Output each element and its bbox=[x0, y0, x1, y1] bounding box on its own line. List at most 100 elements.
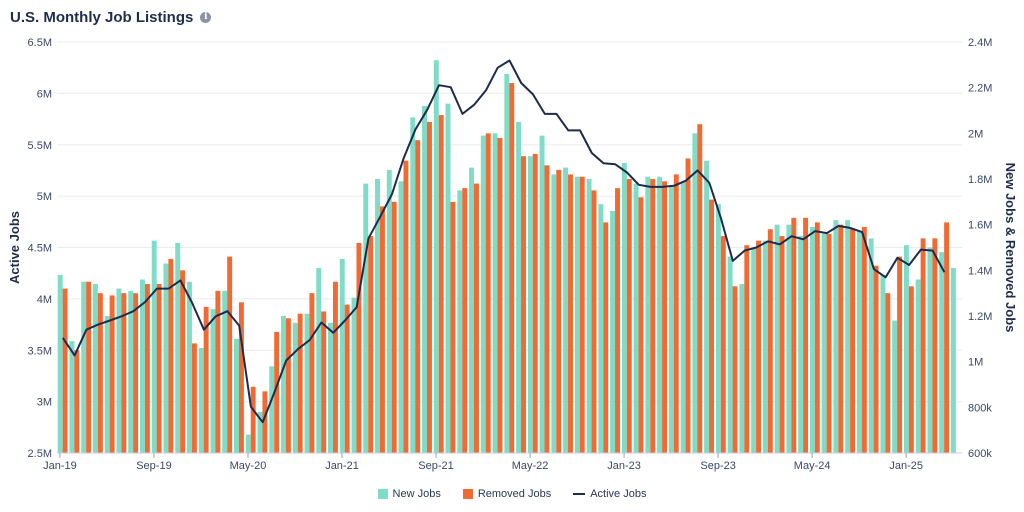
x-tick-label: Jan-19 bbox=[43, 460, 77, 472]
new-jobs-bar bbox=[234, 338, 239, 453]
removed-jobs-bar bbox=[368, 236, 374, 453]
removed-jobs-bar bbox=[74, 350, 80, 453]
removed-jobs-bar bbox=[532, 153, 538, 453]
removed-jobs-bar bbox=[803, 217, 809, 453]
removed-jobs-bar bbox=[238, 302, 244, 453]
removed-jobs-bar bbox=[826, 233, 832, 453]
new-jobs-bar bbox=[504, 73, 510, 453]
removed-jobs-bar bbox=[791, 217, 797, 453]
new-jobs-bar bbox=[950, 268, 956, 453]
new-jobs-bar bbox=[492, 133, 498, 454]
new-jobs-bar bbox=[798, 236, 804, 453]
removed-jobs-bar bbox=[180, 270, 186, 453]
removed-jobs-bar bbox=[215, 290, 221, 453]
right-tick-label: 1.6M bbox=[968, 220, 992, 232]
removed-jobs-bar bbox=[497, 137, 503, 453]
new-jobs-bar bbox=[892, 320, 898, 453]
new-jobs-bar bbox=[304, 313, 310, 453]
legend-item-active-jobs[interactable]: Active Jobs bbox=[573, 488, 646, 500]
new-jobs-bar bbox=[104, 316, 110, 453]
new-jobs-bar bbox=[292, 322, 298, 453]
legend-item-new-jobs[interactable]: New Jobs bbox=[377, 488, 441, 500]
removed-jobs-bar bbox=[838, 224, 844, 453]
removed-jobs-bar bbox=[86, 281, 92, 453]
new-jobs-bar bbox=[845, 220, 851, 453]
legend-label-new-jobs: New Jobs bbox=[392, 488, 441, 500]
x-tick-label: May-20 bbox=[230, 460, 267, 472]
removed-jobs-bar bbox=[344, 304, 350, 453]
removed-jobs-swatch bbox=[462, 489, 473, 499]
info-icon[interactable]: i bbox=[200, 12, 212, 23]
legend-item-removed-jobs[interactable]: Removed Jobs bbox=[462, 488, 551, 500]
new-jobs-bar bbox=[833, 220, 839, 453]
removed-jobs-bar bbox=[403, 160, 409, 453]
new-jobs-bar bbox=[668, 185, 674, 453]
removed-jobs-bar bbox=[121, 293, 127, 453]
removed-jobs-bar bbox=[673, 174, 679, 453]
removed-jobs-bar bbox=[391, 201, 397, 453]
new-jobs-bar bbox=[445, 103, 451, 454]
removed-jobs-bar bbox=[285, 318, 291, 453]
removed-jobs-bar bbox=[850, 229, 856, 453]
removed-jobs-bar bbox=[779, 236, 785, 453]
new-jobs-bar bbox=[516, 121, 522, 454]
left-tick-label: 6.5M bbox=[28, 37, 52, 49]
removed-jobs-bar bbox=[462, 188, 468, 453]
right-tick-label: 2.2M bbox=[968, 83, 992, 95]
new-jobs-bar bbox=[915, 279, 921, 453]
new-jobs-bar bbox=[598, 204, 604, 453]
bars bbox=[57, 60, 956, 454]
legend-label-active-jobs: Active Jobs bbox=[590, 488, 647, 500]
right-tick-label: 800k bbox=[968, 402, 992, 414]
removed-jobs-bar bbox=[897, 256, 903, 453]
removed-jobs-bar bbox=[626, 179, 632, 453]
new-jobs-swatch bbox=[377, 489, 388, 499]
right-tick-label: 1M bbox=[968, 357, 983, 369]
removed-jobs-bar bbox=[638, 197, 644, 453]
removed-jobs-bar bbox=[109, 295, 115, 453]
chart-title: U.S. Monthly Job Listings bbox=[10, 9, 194, 26]
new-jobs-bar bbox=[151, 240, 157, 453]
new-jobs-bar bbox=[774, 224, 780, 453]
left-tick-label: 3.5M bbox=[28, 345, 52, 357]
x-tick-label: Sep-21 bbox=[418, 460, 453, 472]
removed-jobs-bar bbox=[415, 140, 421, 453]
new-jobs-bar bbox=[809, 226, 815, 453]
new-jobs-bar bbox=[92, 284, 98, 453]
removed-jobs-bar bbox=[603, 222, 609, 453]
left-axis-title: Active Jobs bbox=[7, 211, 22, 284]
removed-jobs-bar bbox=[485, 133, 491, 454]
new-jobs-bar bbox=[222, 290, 228, 453]
removed-jobs-bar bbox=[191, 343, 197, 453]
new-jobs-bar bbox=[868, 238, 874, 453]
removed-jobs-bar bbox=[944, 222, 950, 453]
new-jobs-bar bbox=[527, 156, 533, 453]
new-jobs-bar bbox=[210, 309, 216, 453]
new-jobs-bar bbox=[645, 176, 651, 453]
right-axis-title: New Jobs & Removed Jobs bbox=[1003, 163, 1018, 333]
x-tick-label: May-24 bbox=[794, 460, 831, 472]
new-jobs-bar bbox=[610, 210, 616, 453]
new-jobs-bar bbox=[457, 190, 463, 453]
removed-jobs-bar bbox=[97, 293, 103, 453]
new-jobs-bar bbox=[281, 316, 286, 453]
removed-jobs-bar bbox=[720, 236, 726, 453]
new-jobs-bar bbox=[727, 256, 733, 453]
removed-jobs-bar bbox=[861, 226, 867, 453]
new-jobs-bar bbox=[139, 279, 145, 453]
new-jobs-bar bbox=[422, 105, 427, 453]
removed-jobs-bar bbox=[908, 286, 914, 453]
x-tick-label: Sep-19 bbox=[136, 460, 171, 472]
new-jobs-bar bbox=[927, 247, 933, 453]
removed-jobs-bar bbox=[62, 288, 68, 453]
new-jobs-bar bbox=[328, 322, 333, 453]
new-jobs-bar bbox=[786, 224, 792, 453]
x-tick-label: Sep-23 bbox=[700, 460, 735, 472]
removed-jobs-bar bbox=[438, 115, 444, 454]
removed-jobs-bar bbox=[379, 206, 385, 453]
right-tick-label: 1.4M bbox=[968, 265, 992, 277]
removed-jobs-bar bbox=[756, 240, 762, 453]
left-tick-label: 3M bbox=[37, 397, 52, 409]
new-jobs-bar bbox=[269, 366, 275, 453]
new-jobs-bar bbox=[762, 240, 768, 453]
